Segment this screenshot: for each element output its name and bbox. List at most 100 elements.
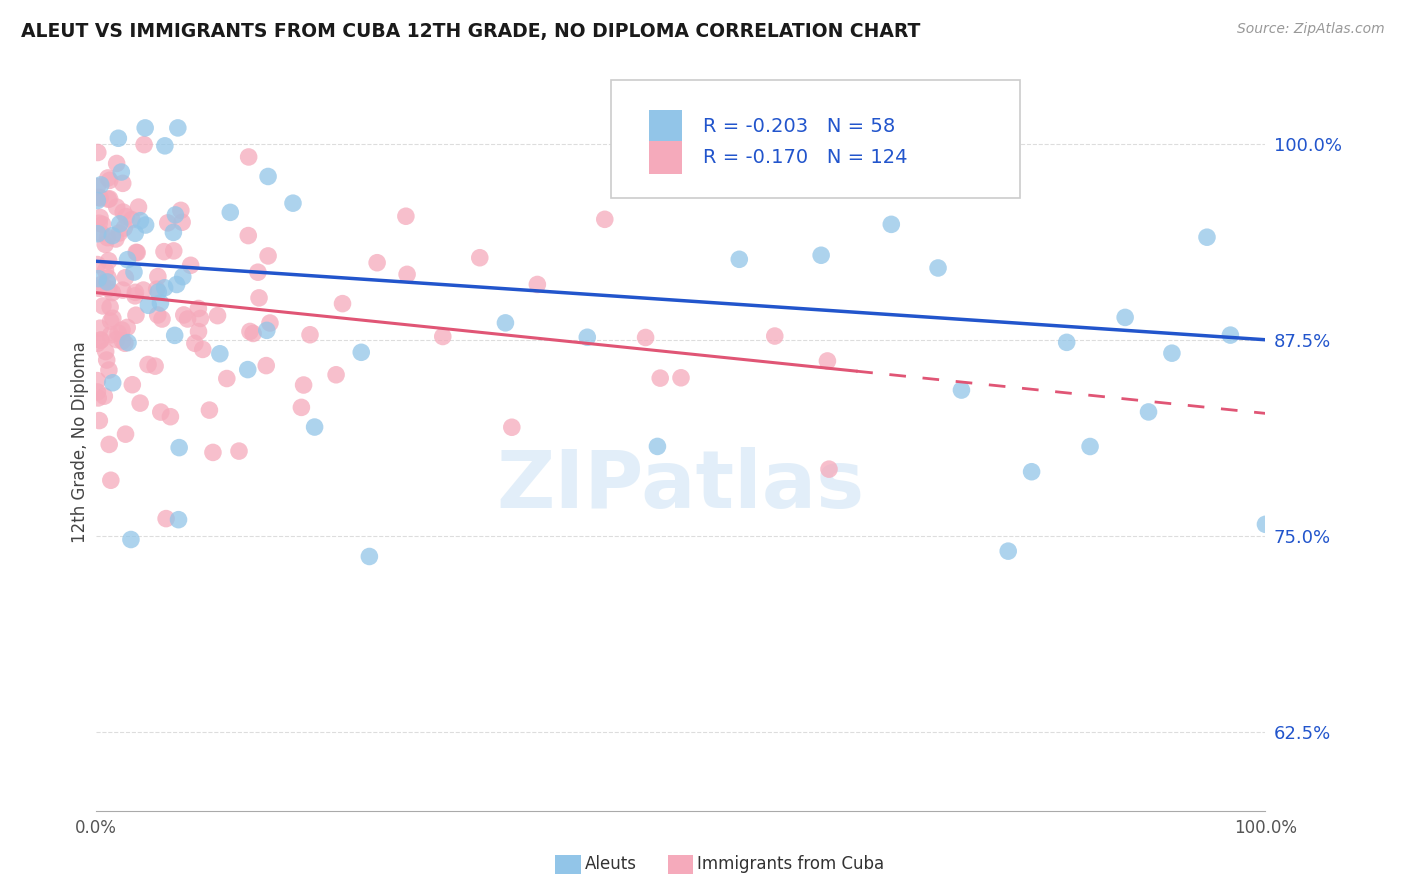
Point bbox=[110, 165, 132, 179]
Point bbox=[634, 330, 657, 344]
Text: Immigrants from Cuba: Immigrants from Cuba bbox=[697, 855, 884, 873]
Point bbox=[259, 316, 281, 330]
Point bbox=[143, 359, 166, 373]
Point bbox=[91, 218, 114, 232]
Point bbox=[94, 237, 117, 252]
Point bbox=[145, 282, 167, 296]
Point bbox=[190, 311, 212, 326]
Point bbox=[257, 169, 280, 184]
Point bbox=[396, 268, 419, 282]
Point bbox=[87, 190, 110, 204]
Point bbox=[86, 384, 108, 399]
Text: R = -0.170   N = 124: R = -0.170 N = 124 bbox=[703, 148, 907, 167]
Point bbox=[117, 252, 139, 267]
Text: R = -0.203   N = 58: R = -0.203 N = 58 bbox=[703, 117, 896, 136]
Point bbox=[366, 256, 388, 270]
Point bbox=[117, 335, 139, 350]
Point bbox=[173, 308, 195, 322]
Point bbox=[90, 333, 112, 347]
Point bbox=[1161, 346, 1184, 360]
Point bbox=[107, 326, 129, 340]
Point bbox=[86, 258, 108, 272]
Point bbox=[135, 218, 157, 232]
Point bbox=[97, 282, 120, 296]
Point bbox=[111, 177, 134, 191]
Text: Aleuts: Aleuts bbox=[585, 855, 637, 873]
Point bbox=[146, 269, 169, 284]
Point bbox=[89, 191, 111, 205]
Point bbox=[153, 244, 176, 259]
Point bbox=[1078, 440, 1101, 454]
Point bbox=[1254, 517, 1277, 532]
Point bbox=[146, 308, 169, 322]
Point bbox=[332, 296, 354, 310]
Point bbox=[125, 308, 148, 322]
Point bbox=[98, 192, 121, 206]
Point bbox=[219, 205, 242, 219]
Point bbox=[111, 323, 134, 337]
Point bbox=[817, 354, 839, 368]
Point bbox=[432, 329, 454, 343]
Point bbox=[166, 120, 188, 135]
Point bbox=[124, 289, 146, 303]
Point bbox=[96, 353, 118, 368]
Point bbox=[359, 549, 381, 564]
Point bbox=[89, 414, 111, 428]
Point bbox=[593, 212, 616, 227]
Point bbox=[647, 439, 669, 453]
Point bbox=[104, 232, 127, 246]
Point bbox=[242, 326, 264, 341]
Point bbox=[97, 271, 120, 285]
Point bbox=[180, 258, 202, 272]
Point bbox=[105, 200, 128, 214]
Point bbox=[129, 396, 152, 410]
Point bbox=[198, 403, 221, 417]
FancyBboxPatch shape bbox=[610, 80, 1019, 198]
Point bbox=[98, 300, 121, 314]
Point bbox=[114, 427, 136, 442]
FancyBboxPatch shape bbox=[650, 141, 682, 174]
Point bbox=[94, 344, 117, 359]
Point bbox=[165, 208, 187, 222]
Text: ZIPatlas: ZIPatlas bbox=[496, 447, 865, 525]
Point bbox=[950, 383, 973, 397]
Point bbox=[100, 473, 122, 487]
Point bbox=[97, 192, 120, 206]
Point bbox=[1195, 230, 1218, 244]
Point bbox=[1137, 405, 1160, 419]
Point bbox=[350, 345, 373, 359]
Point bbox=[86, 179, 108, 194]
Point bbox=[132, 283, 155, 297]
Point bbox=[114, 336, 136, 351]
Point bbox=[468, 251, 491, 265]
Point bbox=[238, 228, 260, 243]
Point bbox=[236, 362, 259, 376]
Point bbox=[239, 325, 262, 339]
Point bbox=[167, 513, 190, 527]
Point bbox=[89, 211, 111, 225]
Point bbox=[256, 323, 278, 337]
Point bbox=[121, 212, 143, 227]
Point bbox=[100, 327, 122, 342]
Point bbox=[86, 374, 108, 388]
Point bbox=[100, 314, 122, 328]
Point bbox=[166, 277, 188, 292]
Point bbox=[187, 301, 209, 316]
Point bbox=[304, 420, 326, 434]
Point bbox=[112, 221, 135, 235]
Point bbox=[98, 437, 121, 451]
Point bbox=[87, 145, 110, 160]
Point bbox=[728, 252, 751, 267]
Point bbox=[101, 285, 124, 300]
Point bbox=[87, 271, 110, 285]
Point bbox=[101, 228, 124, 243]
Point bbox=[162, 226, 184, 240]
Point bbox=[96, 230, 118, 244]
Point bbox=[159, 409, 181, 424]
Point bbox=[96, 275, 118, 289]
Point bbox=[176, 312, 198, 326]
Point bbox=[122, 265, 145, 279]
Point bbox=[650, 371, 672, 385]
Point bbox=[395, 209, 418, 223]
Y-axis label: 12th Grade, No Diploma: 12th Grade, No Diploma bbox=[72, 341, 89, 542]
